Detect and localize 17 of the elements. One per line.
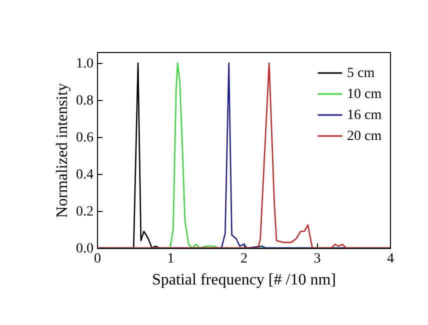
y-tick-label: 0.4 <box>76 168 94 183</box>
x-axis-title: Spatial frequency [# /10 nm] <box>152 272 336 288</box>
x-tick-label: 1 <box>167 252 174 266</box>
y-tick-label: 0.6 <box>76 130 94 146</box>
x-tick-label: 3 <box>314 252 321 266</box>
legend-label: 5 cm <box>347 66 375 81</box>
y-tick-label: 0.0 <box>76 242 94 256</box>
y-tick-label: 1.0 <box>76 56 94 72</box>
legend-label: 16 cm <box>347 108 382 123</box>
x-tick-label: 2 <box>240 252 248 266</box>
y-tick-label: 0.8 <box>76 94 94 109</box>
y-tick-label: 0.2 <box>76 204 94 220</box>
x-tick-label: 0 <box>94 252 101 266</box>
legend-label: 10 cm <box>347 87 382 102</box>
legend-label: 20 cm <box>347 129 382 144</box>
x-tick-label: 4 <box>387 252 394 266</box>
y-axis-title: Normalized intensity <box>54 83 71 218</box>
